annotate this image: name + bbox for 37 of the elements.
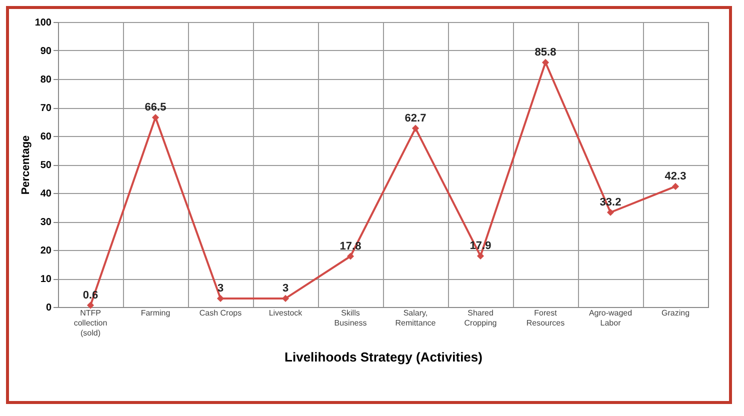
y-tick-label: 30 [40,217,52,228]
x-tick-label: Cash Crops [199,308,242,318]
x-tick-label: Shared Cropping [464,308,497,328]
y-tick-label: 100 [34,18,52,28]
x-tick-label: Agro-waged Labor [588,308,632,328]
point [606,208,614,216]
x-tick-label: Forest Resources [526,308,565,328]
x-axis-title: Livelihoods Strategy (Activities) [284,350,482,364]
x-tick-label: Farming [140,308,170,318]
x-tick-label: NTFP collection (sold) [74,308,108,338]
y-tick-label: 90 [40,46,52,57]
x-tick-label: Skills Business [334,308,367,328]
x-tick-label: Salary, Remittance [395,308,436,328]
point [86,302,94,309]
point [672,182,680,190]
y-tick-label: 20 [40,246,52,256]
x-tick-label: Livestock [268,308,304,318]
y-tick-label: 10 [40,274,52,285]
point [152,114,160,122]
data-label: 66.5 [144,101,166,114]
y-tick-label: 60 [40,132,52,142]
y-tick-label: 50 [40,160,52,171]
y-tick-label: 80 [40,74,52,86]
y-tick-label: 0 [46,302,52,314]
data-label: 42.3 [664,170,686,182]
data-label: 3 [217,282,224,294]
point [542,58,550,66]
data-label: 3 [282,282,289,294]
point [476,252,484,260]
y-axis-title: Percentage [20,135,32,195]
point [346,252,354,260]
y-tick-label: 70 [40,103,52,114]
x-tick-label: Grazing [661,308,690,318]
data-label: 62.7 [404,112,426,124]
data-label: 85.8 [534,46,556,58]
point [412,124,420,132]
y-tick-label: 40 [40,188,52,200]
